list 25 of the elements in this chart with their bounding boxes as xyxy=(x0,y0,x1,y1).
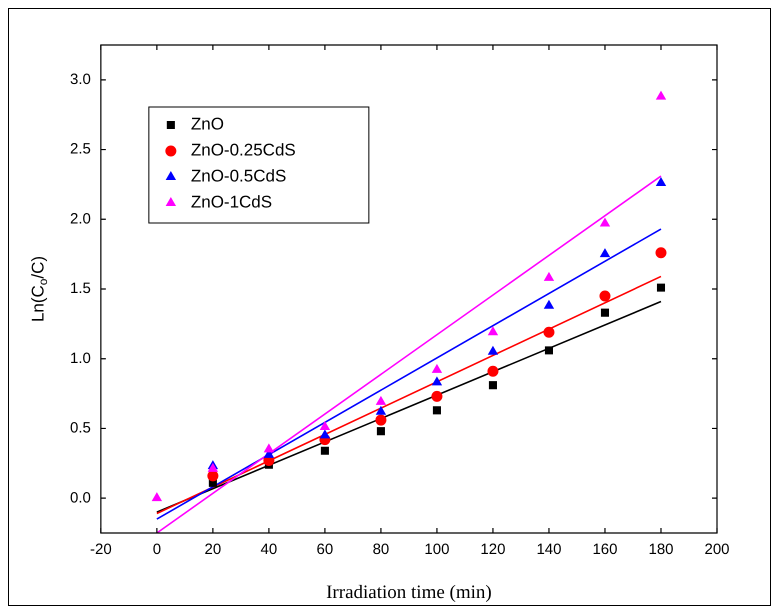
x-tick-label: 60 xyxy=(316,541,334,558)
y-axis-title: Ln(Co/C) xyxy=(28,256,50,322)
x-tick-label: 0 xyxy=(152,541,162,558)
y-tick-label: 2.0 xyxy=(70,210,91,228)
x-tick-label: 20 xyxy=(204,541,222,558)
x-tick-label: 180 xyxy=(648,541,674,558)
x-tick-label: -20 xyxy=(90,541,112,558)
legend-label: ZnO-0.25CdS xyxy=(190,140,296,160)
legend-label: ZnO xyxy=(190,114,224,134)
y-tick-label: 0.0 xyxy=(70,489,91,506)
legend-label: ZnO-1CdS xyxy=(190,192,272,212)
x-tick-label: 140 xyxy=(536,541,562,558)
y-tick-label: 1.0 xyxy=(70,350,91,367)
x-tick-label: 80 xyxy=(372,541,390,558)
x-tick-label: 200 xyxy=(704,541,730,558)
y-tick-label: 0.5 xyxy=(70,420,91,437)
y-tick-label: 3.0 xyxy=(70,71,91,88)
y-tick-label: 2.5 xyxy=(70,140,91,158)
x-tick-label: 40 xyxy=(260,541,278,558)
y-tick-label: 1.5 xyxy=(70,280,91,298)
x-axis-title: Irradiation time (min) xyxy=(326,582,492,603)
legend-label: ZnO-0.5CdS xyxy=(190,166,286,186)
x-tick-label: 160 xyxy=(592,541,618,558)
x-tick-label: 100 xyxy=(424,541,450,558)
x-tick-label: 120 xyxy=(480,541,506,558)
